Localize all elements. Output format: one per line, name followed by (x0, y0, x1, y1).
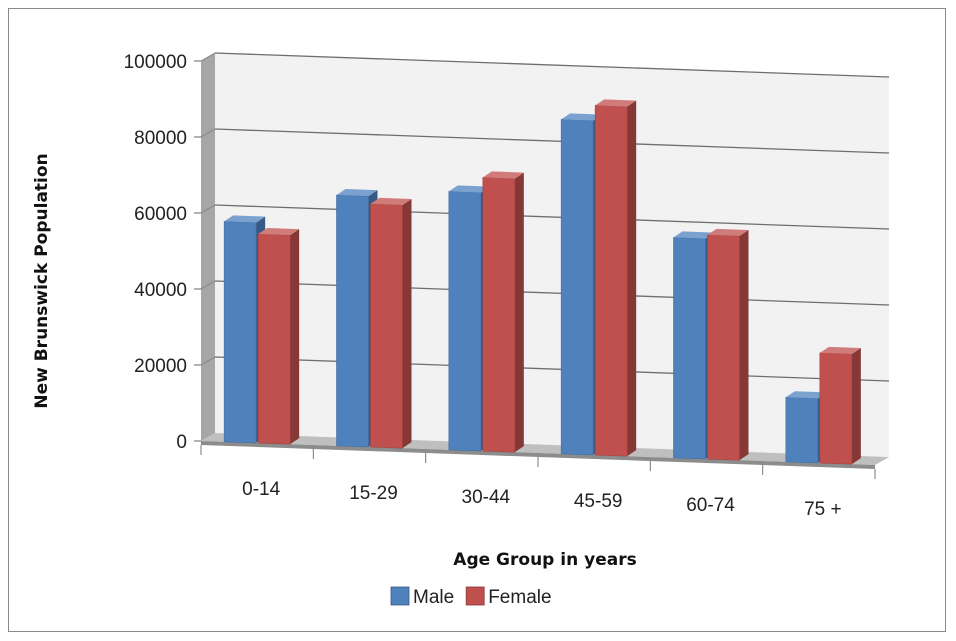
y-tick-label: 100000 (124, 52, 187, 73)
bar-top (819, 346, 861, 354)
bar-female-4 (594, 99, 637, 457)
gridline (200, 356, 216, 366)
bar-top (448, 185, 490, 193)
bar-front (707, 234, 740, 461)
y-tick-label: 80000 (134, 128, 187, 149)
bars (223, 99, 861, 465)
x-tick-label: 30-44 (462, 487, 511, 508)
bar-front (785, 396, 819, 464)
side-wall (201, 53, 215, 441)
y-tick-label: 60000 (134, 204, 187, 225)
gridline (214, 128, 890, 154)
gridline (200, 52, 216, 62)
x-tick-label: 15-29 (349, 483, 398, 504)
y-axis-title: New Brunswick Population (32, 153, 52, 408)
bar-side (290, 229, 300, 445)
bar-front (560, 119, 594, 456)
legend-label: Female (488, 587, 551, 608)
bar-side (627, 100, 637, 457)
y-tick-labels: 0 20000 40000 60000 80000 100000 (124, 52, 201, 453)
bar-top (336, 189, 378, 197)
bar-female-3 (482, 171, 524, 453)
bar-front (482, 177, 516, 453)
bar-side (402, 198, 412, 449)
x-axis-title: Age Group in years (453, 550, 636, 570)
bar-front (257, 233, 291, 445)
bar-side (851, 347, 861, 465)
x-tick-label: 60-74 (686, 495, 735, 516)
bar-top (224, 215, 266, 223)
bar-front (673, 237, 706, 460)
y-tick-label: 20000 (134, 356, 187, 377)
bar-top (258, 228, 300, 236)
legend-swatch (390, 586, 410, 606)
bar-front (819, 352, 853, 465)
gridline (200, 128, 216, 138)
y-tick-label: 40000 (134, 280, 187, 301)
gridline (200, 204, 216, 214)
floor-front (201, 441, 875, 469)
gridline (214, 280, 890, 306)
bar-side (739, 229, 749, 461)
bar-top (370, 197, 412, 205)
bar-chart: 0 20000 40000 60000 80000 100000 0-14 15-29 30-… (32, 52, 890, 608)
legend-item-male: Male (390, 586, 454, 608)
x-tick-label: 75 + (804, 499, 842, 520)
x-tick-label: 0-14 (242, 479, 280, 500)
bar-female-2 (370, 197, 412, 449)
chart-frame: 0 20000 40000 60000 80000 100000 0-14 15-29 30-… (8, 8, 946, 632)
gridlines (200, 52, 890, 382)
bar-side (514, 172, 524, 453)
bar-top (595, 99, 637, 107)
bar-top (482, 171, 524, 179)
gridline (200, 280, 216, 290)
legend-item-female: Female (465, 586, 552, 608)
bar-top (785, 391, 827, 399)
bar-female-5 (707, 228, 749, 461)
gridline (214, 204, 890, 230)
gridline (214, 52, 890, 78)
bar-front (336, 194, 369, 448)
bar-front (223, 221, 257, 444)
legend-label: Male (413, 587, 454, 608)
bar-female-6 (819, 346, 861, 465)
y-tick-label: 0 (176, 432, 187, 453)
plot-walls (201, 53, 889, 457)
bar-female-1 (257, 228, 300, 445)
bar-top (673, 231, 715, 239)
bar-front (594, 105, 628, 457)
bar-top (707, 228, 749, 236)
x-tick-label: 45-59 (574, 491, 623, 512)
legend-swatch (465, 586, 485, 606)
bar-front (370, 203, 403, 449)
x-tick-labels: 0-14 15-29 30-44 45-59 60-74 75 + (200, 445, 876, 520)
bar-front (448, 191, 482, 452)
gridline (214, 356, 890, 382)
legend: Male Female (390, 586, 552, 608)
bar-top (561, 113, 603, 121)
